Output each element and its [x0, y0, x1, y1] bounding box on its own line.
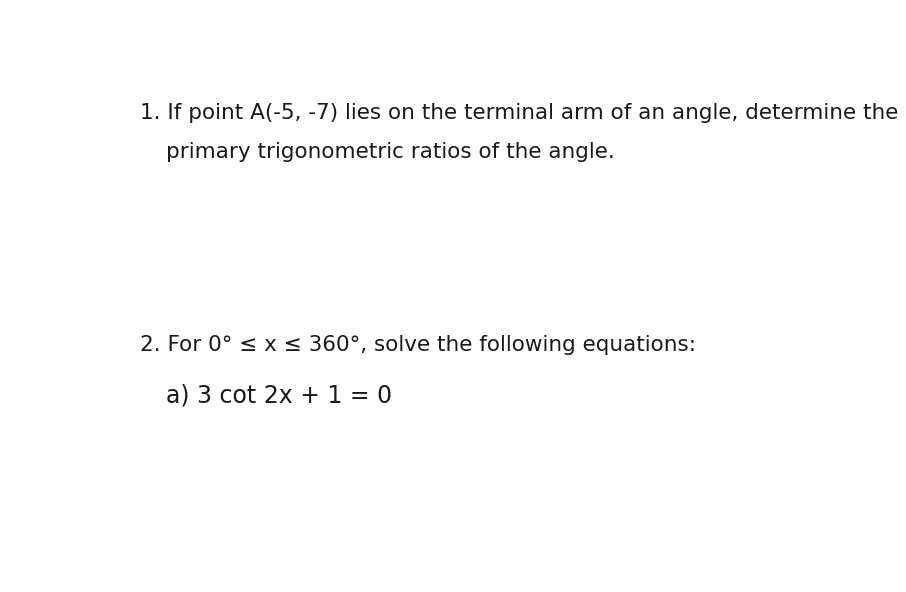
- Text: a) 3 cot 2x + 1 = 0: a) 3 cot 2x + 1 = 0: [166, 383, 392, 407]
- Text: 1. If point A(-5, -7) lies on the terminal arm of an angle, determine the exact : 1. If point A(-5, -7) lies on the termin…: [140, 103, 906, 123]
- Text: 2. For 0° ≤ x ≤ 360°, solve the following equations:: 2. For 0° ≤ x ≤ 360°, solve the followin…: [140, 336, 696, 355]
- Text: primary trigonometric ratios of the angle.: primary trigonometric ratios of the angl…: [166, 141, 614, 162]
